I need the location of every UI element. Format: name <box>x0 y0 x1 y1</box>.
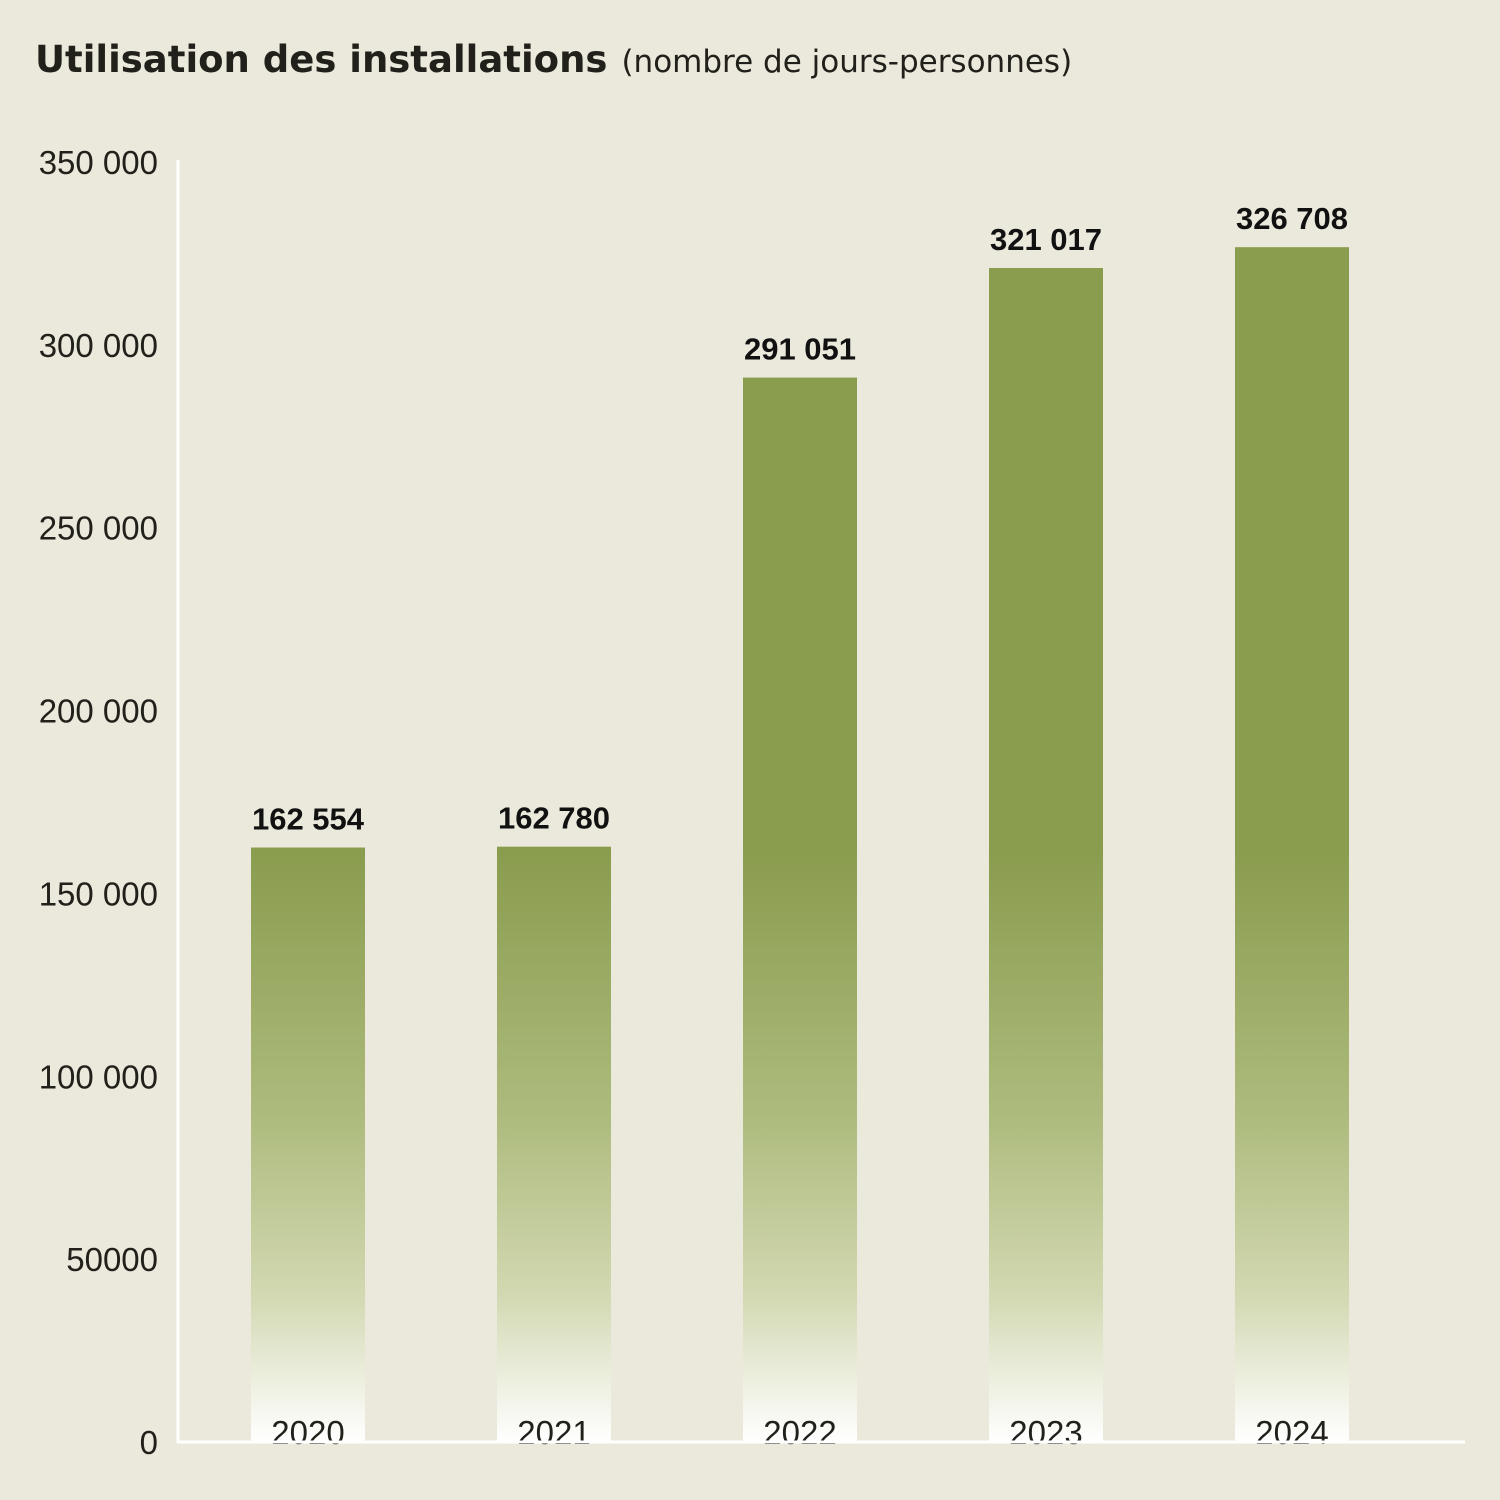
bar-2023 <box>989 267 1103 1442</box>
bar-2021 <box>497 846 611 1442</box>
data-label: 291 051 <box>744 332 856 367</box>
y-tick-label: 250 000 <box>39 510 158 547</box>
bar-group-2022: 291 051 2022 <box>743 332 857 1451</box>
y-tick-label: 200 000 <box>39 693 158 730</box>
data-label: 162 780 <box>498 801 610 836</box>
bar-2020 <box>251 847 365 1442</box>
y-axis-ticks: 0 50000 100 000 150 000 200 000 250 000 300 00… <box>39 144 158 1461</box>
data-label: 326 708 <box>1236 201 1348 236</box>
bar-2024 <box>1235 247 1349 1443</box>
x-tick-label: 2020 <box>271 1414 344 1451</box>
y-tick-label: 100 000 <box>39 1058 158 1095</box>
x-tick-label: 2023 <box>1009 1414 1082 1451</box>
data-label: 162 554 <box>252 802 365 837</box>
bars: 162 554 2020 162 780 2021 291 051 2022 321 017… <box>251 201 1349 1451</box>
chart-title: Utilisation des installations (nombre de… <box>35 38 1072 81</box>
data-label: 321 017 <box>990 222 1102 257</box>
y-tick-label: 300 000 <box>39 327 158 364</box>
bar-group-2020: 162 554 2020 <box>251 802 365 1451</box>
y-tick-label: 0 <box>140 1424 158 1461</box>
bar-group-2021: 162 780 2021 <box>497 801 611 1451</box>
x-tick-label: 2024 <box>1255 1414 1328 1451</box>
subtitle-text: (nombre de jours-personnes) <box>621 44 1072 80</box>
bar-group-2024: 326 708 2024 <box>1235 201 1349 1451</box>
x-tick-label: 2022 <box>763 1414 836 1451</box>
title-text: Utilisation des installations <box>35 38 607 81</box>
x-tick-label: 2021 <box>517 1414 590 1451</box>
bar-group-2023: 321 017 2023 <box>989 222 1103 1451</box>
y-tick-label: 50000 <box>66 1241 158 1278</box>
bar-2022 <box>743 377 857 1442</box>
y-tick-label: 350 000 <box>39 144 158 181</box>
y-tick-label: 150 000 <box>39 875 158 912</box>
